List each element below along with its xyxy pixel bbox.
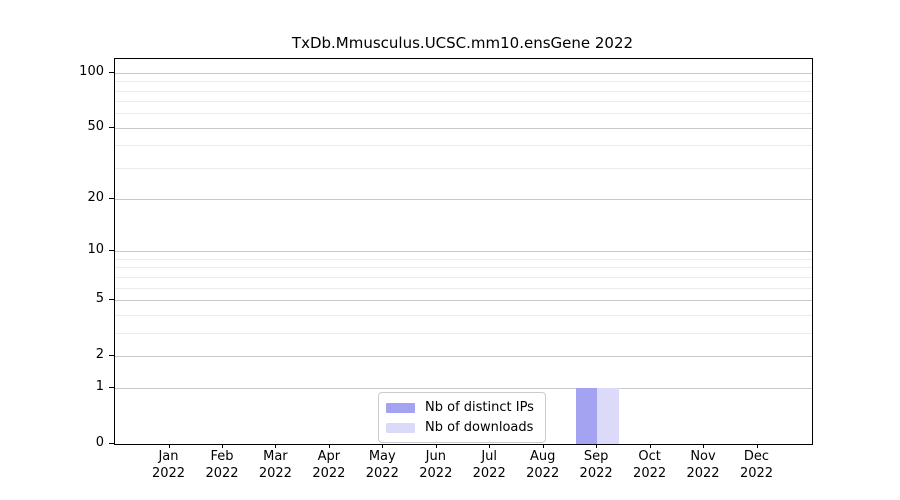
month-label: Jan — [158, 449, 179, 464]
minor-gridline — [115, 81, 812, 83]
year-label: 2022 — [312, 465, 346, 481]
y-tick-label: 0 — [95, 435, 104, 450]
y-tick-mark — [109, 443, 114, 444]
x-tick-label: May 2022 — [350, 449, 414, 482]
x-tick-mark — [542, 444, 544, 448]
year-label: 2022 — [419, 465, 453, 481]
x-tick-label: Apr 2022 — [297, 449, 361, 482]
y-tick-label: 2 — [95, 346, 104, 362]
year-label: 2022 — [686, 465, 720, 481]
month-label: Feb — [210, 449, 234, 464]
bar-nb-of-downloads-sep-2022 — [597, 388, 619, 444]
x-tick-label: Jul 2022 — [457, 449, 521, 482]
month-label: Apr — [317, 449, 341, 464]
year-label: 2022 — [365, 465, 399, 481]
year-label: 2022 — [151, 465, 186, 481]
legend: Nb of distinct IPs Nb of downloads — [378, 392, 546, 443]
bar-nb-of-distinct-ips-sep-2022 — [575, 388, 598, 444]
x-tick-label: Aug 2022 — [511, 449, 575, 482]
minor-gridline — [115, 145, 812, 147]
x-tick-label: Mar 2022 — [243, 449, 307, 482]
x-tick-label: Jan 2022 — [137, 449, 201, 482]
x-tick-mark — [382, 444, 384, 448]
x-tick-mark — [435, 444, 437, 448]
y-tick-mark — [109, 250, 114, 252]
x-tick-mark — [168, 444, 170, 448]
minor-gridline — [115, 287, 812, 289]
y-tick-label: 1 — [95, 379, 104, 395]
x-tick-mark — [756, 444, 758, 448]
y-tick-mark — [109, 298, 114, 300]
x-tick-label: Dec 2022 — [725, 449, 789, 482]
year-label: 2022 — [526, 465, 560, 481]
year-label: 2022 — [472, 465, 506, 481]
y-tick-mark — [109, 126, 114, 128]
x-tick-label: Oct 2022 — [618, 449, 682, 482]
major-gridline — [115, 388, 812, 390]
month-label: Oct — [638, 449, 661, 464]
month-label: Nov — [690, 449, 716, 464]
y-tick-mark — [109, 354, 114, 356]
legend-swatch-distinct-ips — [386, 402, 415, 413]
month-label: Jul — [481, 449, 498, 464]
y-tick-label: 20 — [87, 190, 104, 206]
minor-gridline — [115, 258, 812, 260]
x-tick-label: Sep 2022 — [564, 449, 628, 482]
month-label: Mar — [263, 449, 288, 464]
y-tick-label: 10 — [87, 242, 104, 258]
chart-title: TxDb.Mmusculus.UCSC.mm10.ensGene 2022 — [291, 34, 634, 52]
year-label: 2022 — [258, 465, 292, 481]
y-tick-mark — [109, 71, 114, 73]
x-tick-label: Jun 2022 — [404, 449, 468, 482]
legend-item-downloads: Nb of downloads — [386, 418, 534, 437]
minor-gridline — [115, 90, 812, 92]
year-label: 2022 — [633, 465, 667, 481]
x-tick-mark — [596, 444, 598, 448]
x-tick-mark — [489, 444, 491, 448]
month-label: Sep — [583, 449, 609, 464]
month-label: Jun — [425, 449, 446, 464]
year-label: 2022 — [739, 465, 774, 481]
major-gridline — [115, 72, 812, 74]
x-tick-mark — [328, 444, 330, 448]
month-label: Dec — [743, 449, 770, 464]
legend-item-distinct-ips: Nb of distinct IPs — [386, 398, 534, 417]
major-gridline — [115, 127, 812, 129]
minor-gridline — [115, 332, 812, 334]
x-tick-label: Nov 2022 — [671, 449, 735, 482]
x-tick-mark — [222, 444, 223, 448]
major-gridline — [115, 251, 812, 253]
year-label: 2022 — [579, 465, 613, 481]
minor-gridline — [115, 276, 812, 278]
month-label: Aug — [529, 449, 556, 464]
x-tick-mark — [649, 444, 651, 448]
legend-label-distinct-ips: Nb of distinct IPs — [425, 400, 534, 415]
legend-swatch-downloads — [386, 422, 415, 433]
major-gridline — [115, 355, 812, 357]
x-tick-mark — [275, 444, 277, 448]
y-tick-label: 100 — [79, 63, 104, 79]
y-tick-label: 50 — [87, 118, 104, 134]
legend-label-downloads: Nb of downloads — [425, 420, 534, 435]
major-gridline — [115, 199, 812, 201]
y-tick-mark — [109, 198, 114, 200]
minor-gridline — [115, 167, 812, 169]
minor-gridline — [115, 314, 812, 316]
major-gridline — [115, 299, 812, 301]
y-tick-mark — [109, 387, 114, 389]
x-tick-mark — [703, 444, 704, 448]
year-label: 2022 — [205, 465, 239, 481]
month-label: May — [368, 449, 396, 464]
plot-area — [114, 58, 813, 445]
minor-gridline — [115, 267, 812, 269]
minor-gridline — [115, 101, 812, 103]
minor-gridline — [115, 113, 812, 115]
y-tick-label: 5 — [95, 290, 104, 306]
x-tick-label: Feb 2022 — [190, 449, 254, 482]
